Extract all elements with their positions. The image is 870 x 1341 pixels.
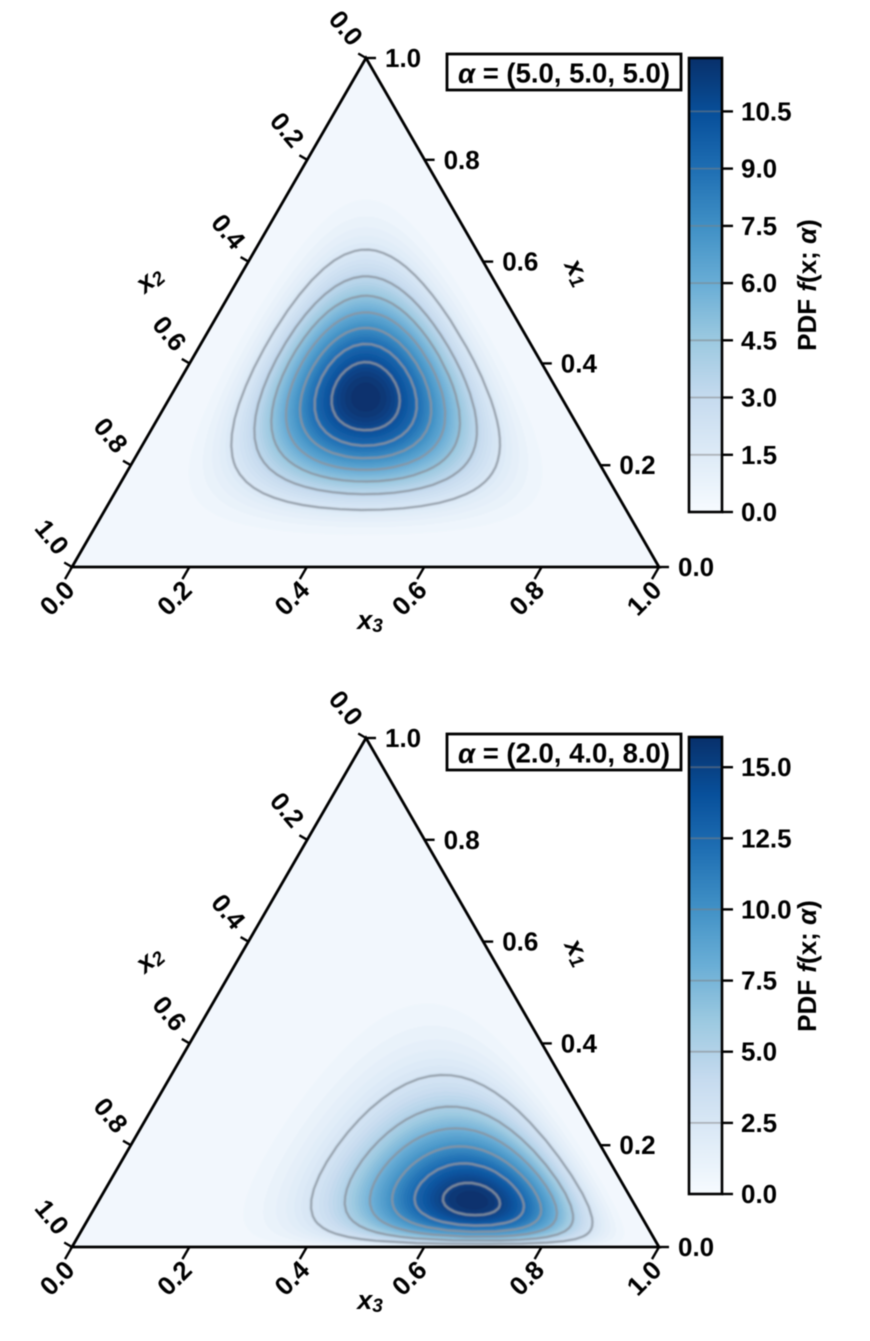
svg-text:9.0: 9.0 <box>741 154 777 184</box>
svg-text:α = (5.0, 5.0, 5.0): α = (5.0, 5.0, 5.0) <box>458 58 670 89</box>
svg-text:PDF f(x; α): PDF f(x; α) <box>792 219 822 351</box>
svg-text:0.4: 0.4 <box>561 348 598 378</box>
svg-text:5.0: 5.0 <box>741 1037 777 1067</box>
svg-text:0.0: 0.0 <box>741 497 777 527</box>
svg-text:0.8: 0.8 <box>444 145 480 175</box>
svg-text:α = (2.0, 4.0, 8.0): α = (2.0, 4.0, 8.0) <box>458 738 670 769</box>
svg-text:0.6: 0.6 <box>502 247 538 277</box>
svg-text:7.5: 7.5 <box>741 966 777 996</box>
svg-text:PDF f(x; α): PDF f(x; α) <box>792 900 822 1032</box>
svg-text:1.0: 1.0 <box>385 43 421 73</box>
svg-text:0.2: 0.2 <box>619 1130 655 1160</box>
svg-text:6.0: 6.0 <box>741 268 777 298</box>
svg-text:12.5: 12.5 <box>741 823 792 853</box>
svg-text:x3: x3 <box>355 1285 383 1317</box>
svg-text:10.0: 10.0 <box>741 894 792 924</box>
svg-text:0.0: 0.0 <box>678 1232 714 1262</box>
svg-text:0.6: 0.6 <box>502 927 538 957</box>
svg-text:1.0: 1.0 <box>385 723 421 753</box>
svg-text:15.0: 15.0 <box>741 752 792 782</box>
svg-text:0.0: 0.0 <box>741 1179 777 1209</box>
svg-text:0.2: 0.2 <box>619 450 655 480</box>
svg-text:3.0: 3.0 <box>741 383 777 413</box>
svg-text:2.5: 2.5 <box>741 1108 777 1138</box>
svg-text:0.4: 0.4 <box>561 1028 598 1058</box>
svg-text:0.0: 0.0 <box>678 552 714 582</box>
svg-text:0.8: 0.8 <box>444 825 480 855</box>
svg-text:7.5: 7.5 <box>741 211 777 241</box>
svg-text:10.5: 10.5 <box>741 96 792 126</box>
svg-text:1.5: 1.5 <box>741 440 777 470</box>
svg-text:4.5: 4.5 <box>741 325 777 355</box>
